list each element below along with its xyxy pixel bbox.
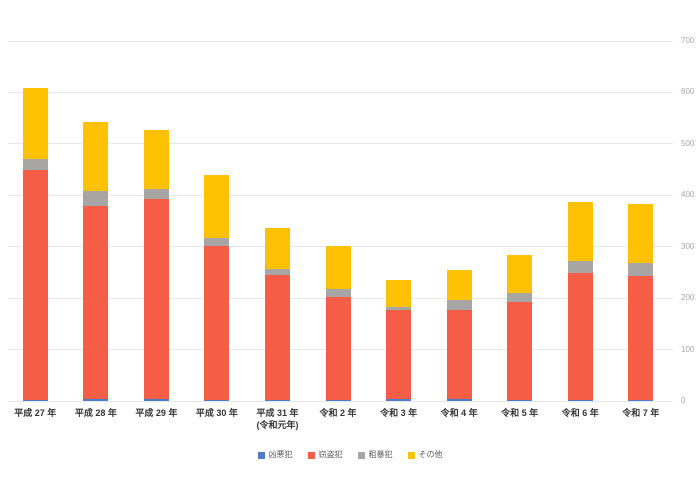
bar-segment-その他-令和7年 — [628, 203, 654, 263]
bar-segment-粗暴犯-令和3年 — [386, 306, 412, 311]
x-tick-label-令和5年: 令和 5 年 — [501, 408, 539, 418]
bar-segment-粗暴犯-令和2年 — [325, 288, 351, 297]
y-tick-label-100: 100 — [681, 344, 695, 354]
gridline-400 — [8, 194, 673, 196]
gridline-700 — [8, 40, 673, 42]
bar-segment-粗暴犯-平成28年 — [83, 191, 109, 206]
bar-segment-凶悪犯-平成27年 — [22, 400, 48, 401]
x-tick-label-平成31年: 平成 31 年 (令和元年) — [256, 408, 299, 430]
bar-segment-その他-令和6年 — [567, 202, 593, 262]
x-tick-label-平成27年: 平成 27 年 — [14, 408, 57, 418]
y-tick-label-200: 200 — [681, 293, 695, 303]
legend-label: 粗暴犯 — [368, 450, 393, 459]
bar-segment-窃盗犯-平成30年 — [204, 245, 230, 401]
bar-segment-その他-平成29年 — [143, 129, 169, 190]
y-tick-label-0: 0 — [681, 396, 686, 405]
bar-segment-窃盗犯-令和3年 — [386, 310, 412, 400]
legend-swatch-icon — [257, 451, 265, 459]
bar-segment-その他-平成28年 — [83, 121, 109, 192]
bar-segment-凶悪犯-令和5年 — [507, 400, 533, 401]
bar-segment-凶悪犯-令和6年 — [567, 399, 593, 401]
bar-segment-その他-平成27年 — [22, 88, 48, 159]
x-tick-label-令和7年: 令和 7 年 — [622, 408, 660, 418]
legend-label: 窃盗犯 — [318, 450, 343, 459]
bar-segment-凶悪犯-令和7年 — [628, 399, 654, 401]
legend-swatch-icon — [407, 451, 415, 459]
bar-segment-粗暴犯-平成31年 — [265, 268, 290, 275]
bar-segment-窃盗犯-令和5年 — [507, 301, 533, 401]
gridline-0 — [8, 400, 673, 402]
legend-item-その他: その他 — [407, 450, 443, 460]
x-tick-label-平成30年: 平成 30 年 — [195, 408, 238, 418]
legend-swatch-icon — [357, 451, 365, 459]
bar-segment-窃盗犯-平成27年 — [22, 169, 48, 401]
x-tick-label-令和6年: 令和 6 年 — [561, 408, 599, 418]
bar-segment-粗暴犯-平成29年 — [143, 189, 169, 199]
bar-segment-凶悪犯-平成28年 — [83, 399, 109, 401]
bar-segment-凶悪犯-令和2年 — [325, 400, 351, 401]
bar-segment-窃盗犯-令和7年 — [628, 275, 654, 400]
x-tick-label-令和2年: 令和 2 年 — [319, 408, 357, 418]
bar-segment-粗暴犯-令和6年 — [567, 261, 593, 274]
bar-segment-粗暴犯-平成27年 — [22, 158, 48, 170]
x-tick-label-平成29年: 平成 29 年 — [135, 408, 178, 418]
x-tick-label-令和3年: 令和 3 年 — [380, 408, 418, 418]
bar-segment-凶悪犯-平成30年 — [204, 400, 230, 401]
bar-segment-その他-平成30年 — [204, 174, 230, 239]
legend-item-粗暴犯: 粗暴犯 — [357, 450, 393, 460]
bar-segment-その他-令和2年 — [325, 245, 351, 289]
bar-segment-窃盗犯-令和6年 — [567, 273, 593, 400]
bar-segment-窃盗犯-平成28年 — [83, 205, 109, 400]
bar-segment-粗暴犯-令和4年 — [446, 300, 472, 310]
bar-segment-凶悪犯-平成31年 — [265, 400, 290, 401]
bar-segment-その他-平成31年 — [265, 227, 290, 269]
bar-segment-窃盗犯-令和4年 — [446, 309, 472, 399]
y-tick-label-700: 700 — [681, 36, 695, 45]
bar-segment-窃盗犯-令和2年 — [325, 296, 351, 401]
y-tick-label-400: 400 — [681, 190, 695, 200]
legend-swatch-icon — [307, 451, 315, 459]
legend-label: その他 — [418, 450, 443, 459]
y-tick-label-300: 300 — [681, 241, 695, 251]
bar-segment-凶悪犯-平成29年 — [143, 399, 169, 401]
bar-segment-凶悪犯-令和4年 — [446, 398, 472, 401]
bar-segment-凶悪犯-令和3年 — [386, 399, 412, 401]
y-tick-label-600: 600 — [681, 87, 695, 97]
bar-segment-窃盗犯-平成29年 — [143, 198, 169, 400]
bar-segment-その他-令和5年 — [507, 254, 533, 293]
bar-segment-その他-令和4年 — [446, 269, 472, 301]
legend-item-窃盗犯: 窃盗犯 — [307, 450, 343, 460]
x-tick-label-令和4年: 令和 4 年 — [440, 408, 478, 418]
legend-item-凶悪犯: 凶悪犯 — [257, 450, 293, 460]
bar-segment-粗暴犯-令和7年 — [628, 262, 654, 276]
bar-segment-粗暴犯-令和5年 — [507, 293, 533, 302]
legend: 凶悪犯 窃盗犯 粗暴犯 その他 — [0, 450, 700, 460]
bar-segment-その他-令和3年 — [386, 280, 412, 307]
bar-segment-窃盗犯-平成31年 — [265, 275, 290, 401]
gridline-600 — [8, 91, 673, 93]
legend-label: 凶悪犯 — [268, 450, 293, 459]
y-tick-label-500: 500 — [681, 138, 695, 148]
gridline-500 — [8, 143, 673, 145]
bar-segment-粗暴犯-平成30年 — [204, 238, 230, 246]
x-tick-label-平成28年: 平成 28 年 — [74, 408, 117, 418]
